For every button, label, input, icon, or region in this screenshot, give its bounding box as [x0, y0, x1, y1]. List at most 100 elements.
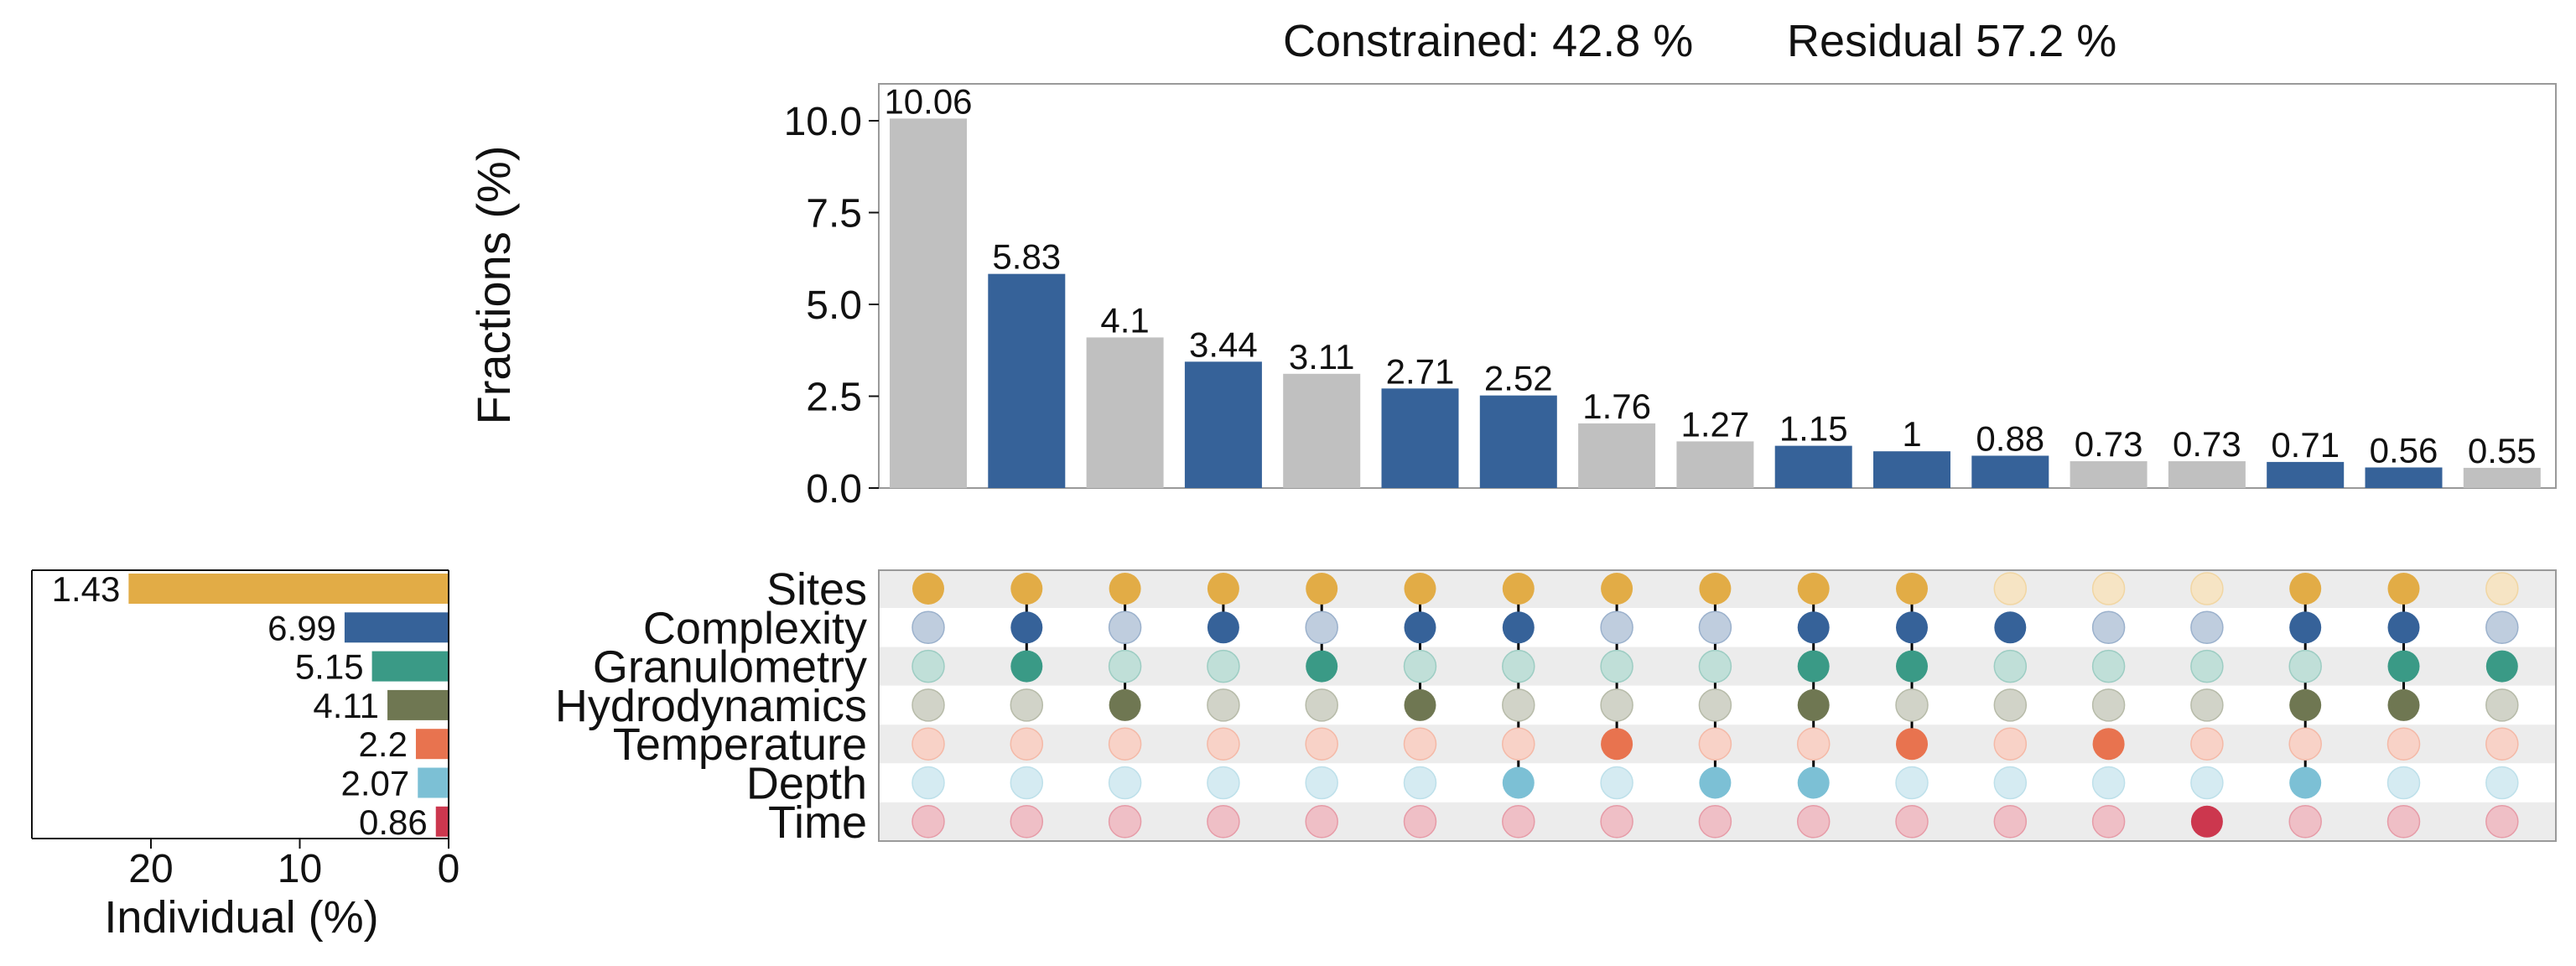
matrix-dot-inactive: [1600, 805, 1633, 839]
matrix-dot-inactive: [1895, 766, 1929, 800]
set-labels: SitesComplexityGranulometryHydrodynamics…: [555, 564, 867, 848]
matrix-dot-inactive: [1207, 727, 1240, 761]
matrix-dot-inactive: [2091, 766, 2126, 800]
matrix-dot-inactive: [1698, 805, 1732, 839]
matrix-dot-inactive: [1698, 688, 1732, 722]
matrix-dot-active: [1994, 611, 2027, 644]
matrix-dot-active: [1797, 573, 1830, 605]
matrix-dot-inactive: [1502, 727, 1535, 761]
individual-bars: 1.43 6.995.154.112.22.070.86: [52, 569, 449, 842]
matrix-dot-active: [1404, 573, 1436, 605]
fractions-y-axis-label: Fractions (%): [467, 146, 520, 425]
matrix-dot-inactive: [2091, 649, 2126, 683]
matrix-dot-inactive: [1600, 688, 1633, 722]
matrix-dot-inactive: [1895, 805, 1929, 839]
matrix-dot-inactive: [911, 649, 945, 683]
matrix-dot-inactive: [1108, 727, 1142, 761]
individual-bar: [387, 689, 449, 720]
matrix-dot-inactive: [2190, 766, 2224, 800]
matrix-dot-inactive: [2485, 766, 2519, 800]
fractions-bars: 10.06 5.83 4.1 3.44 3.11 2.71 2.52 1.76 1.27 1.15…: [884, 81, 2541, 488]
fraction-bar-label: 2.71: [1386, 351, 1455, 391]
matrix-dot-active: [1207, 573, 1239, 605]
matrix-dot-active: [2092, 728, 2125, 761]
individual-x-axis-label: Individual (%): [104, 892, 378, 943]
matrix-dot-inactive: [1600, 766, 1633, 800]
matrix-dot-inactive: [1305, 727, 1338, 761]
matrix-dot-inactive: [2091, 572, 2126, 605]
matrix-dot-inactive: [2190, 572, 2224, 605]
individual-bar-label: 6.99: [267, 608, 336, 647]
individual-bar: [418, 767, 449, 798]
matrix-dot-inactive: [1108, 805, 1142, 839]
fraction-bar: [1381, 388, 1459, 488]
matrix-dot-active: [1306, 573, 1338, 605]
individual-bar-label: 2.2: [359, 724, 408, 764]
matrix-dot-active: [2387, 611, 2420, 644]
fraction-bar-label: 2.52: [1484, 359, 1553, 398]
matrix-dot-inactive: [1600, 610, 1633, 645]
fraction-bar-label: 1: [1902, 414, 1921, 454]
matrix-dot-active: [2387, 650, 2420, 683]
matrix-dot-inactive: [1403, 727, 1437, 761]
matrix-dot-active: [1896, 650, 1928, 683]
matrix-dot-inactive: [911, 688, 945, 722]
fraction-bar: [1578, 423, 1656, 488]
matrix-dot-inactive: [1993, 688, 2028, 722]
fraction-bar: [1873, 451, 1950, 488]
fraction-bar-label: 0.71: [2271, 425, 2340, 465]
set-label: Complexity: [643, 603, 867, 653]
individual-bar-label: 4.11: [313, 686, 379, 725]
matrix-dot-inactive: [2190, 727, 2224, 761]
fraction-bar: [1774, 445, 1852, 488]
matrix-dot-active: [2289, 766, 2322, 799]
individual-chart: 1.43 6.995.154.112.22.070.86 20 10 0 Indivi…: [31, 569, 460, 943]
matrix-dot-inactive: [2288, 727, 2322, 761]
matrix-dot-active: [2387, 573, 2420, 605]
individual-bar-label: 0.86: [359, 802, 428, 842]
matrix-dot-inactive: [1010, 727, 1044, 761]
individual-x-tick-label: 20: [128, 847, 173, 891]
fraction-bar-label: 0.55: [2468, 431, 2537, 470]
matrix-dot-inactive: [2485, 572, 2519, 605]
matrix-dot-active: [1601, 728, 1633, 761]
fraction-bar: [2267, 461, 2345, 488]
matrix-dot-inactive: [2190, 610, 2224, 645]
matrix-dot-active: [1896, 573, 1928, 605]
fraction-bar: [890, 118, 967, 488]
individual-bar: [128, 574, 449, 604]
matrix-dot-inactive: [1600, 649, 1633, 683]
matrix-dot-inactive: [1698, 610, 1732, 645]
fraction-y-tick-label: 10.0: [784, 100, 862, 144]
matrix-dot-inactive: [1207, 649, 1240, 683]
matrix-dot-active: [2387, 688, 2420, 721]
matrix-dot-inactive: [2485, 610, 2519, 645]
matrix-dot-active: [2190, 805, 2223, 838]
matrix-dot-inactive: [1305, 610, 1338, 645]
matrix-dot-active: [912, 573, 944, 605]
fraction-bar-label: 0.56: [2370, 430, 2438, 470]
matrix-dot-inactive: [1895, 688, 1929, 722]
matrix-dot-inactive: [1108, 610, 1142, 645]
fraction-bar: [2365, 467, 2443, 488]
matrix-dot-inactive: [1403, 766, 1437, 800]
matrix-dot-active: [2289, 688, 2322, 721]
fraction-bar: [1184, 361, 1262, 488]
matrix-dot-inactive: [1403, 805, 1437, 839]
combination-matrix: SitesComplexityGranulometryHydrodynamics…: [555, 564, 2557, 848]
matrix-dot-active: [2485, 650, 2518, 683]
individual-bar-label: 1.43: [52, 569, 121, 609]
fraction-bar-label: 1.15: [1779, 409, 1848, 449]
matrix-dot-inactive: [2386, 727, 2421, 761]
matrix-dot-active: [1010, 573, 1043, 605]
set-label: Granulometry: [593, 642, 867, 693]
matrix-dot-inactive: [1305, 688, 1338, 722]
matrix-dot-active: [1797, 688, 1830, 721]
fraction-bar: [1479, 395, 1557, 488]
individual-x-tick-label: 0: [438, 847, 460, 891]
matrix-dot-inactive: [1993, 727, 2028, 761]
matrix-dot-inactive: [1502, 649, 1535, 683]
residual-label: Residual 57.2 %: [1787, 16, 2116, 66]
individual-bar: [415, 729, 449, 760]
